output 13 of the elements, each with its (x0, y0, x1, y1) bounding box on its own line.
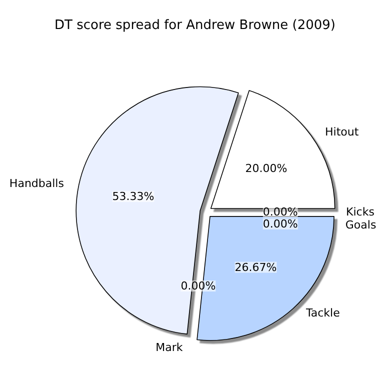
text: 0.00% (262, 218, 298, 230)
text: 0.00% (180, 279, 216, 292)
category-label: Goals (345, 218, 376, 232)
data-label: 53.33% (112, 190, 154, 204)
category-label: Kicks (346, 206, 374, 218)
slice-label: Hitout (325, 126, 360, 139)
slice-label: Tackle (304, 306, 340, 320)
slice-label: Handballs (9, 177, 64, 190)
data-label: 26.67% (234, 260, 277, 274)
data-label: 20.00% (245, 162, 288, 175)
category-label: Mark (156, 340, 183, 354)
chart-title: DT score spread for Andrew Browne (2009) (54, 18, 336, 33)
text: 0.00% (262, 206, 298, 218)
